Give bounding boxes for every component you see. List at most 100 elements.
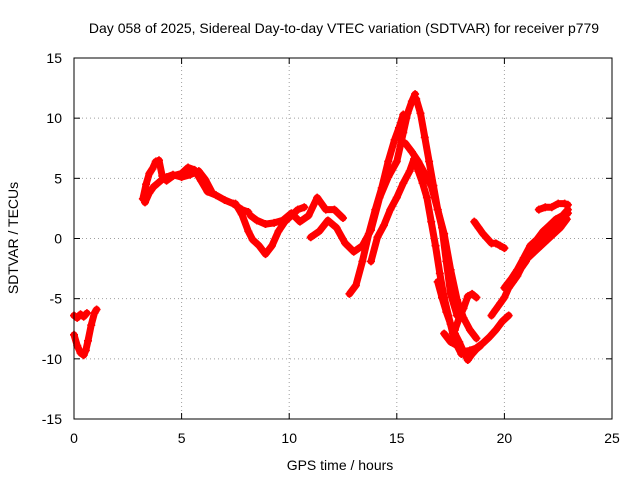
y-tick-label: 15 [46, 50, 62, 66]
data-point-sat-e-5 [261, 250, 270, 259]
data-point-sat-m-0 [440, 329, 449, 338]
data-point-sat-m-8 [491, 325, 500, 334]
data-point-sat-m-9 [498, 317, 507, 326]
data-point-sat-m-1 [446, 337, 455, 346]
data-point-sat-q-7 [556, 223, 565, 232]
data-point-sat-p-1 [506, 275, 515, 284]
data-point-sat-h-2 [358, 257, 367, 266]
data-point-sat-r-0 [534, 205, 543, 214]
data-point-sat-h-6 [384, 157, 393, 166]
data-point-sat-c-5 [155, 156, 164, 165]
data-point-sat-m-3 [459, 347, 468, 356]
data-point-sat-q-3 [530, 247, 539, 256]
data-point-sat-d-0 [141, 198, 150, 207]
data-point-sat-m-6 [478, 339, 487, 348]
x-tick-label: 25 [604, 430, 620, 446]
data-point-sat-f-0 [246, 211, 255, 220]
data-point-sat-g-0 [306, 233, 315, 242]
y-tick-label: 0 [54, 231, 62, 247]
series-trace-sat-k [412, 95, 461, 319]
data-point-sat-d-7 [177, 173, 186, 182]
data-point-sat-q-2 [524, 253, 533, 262]
data-point-sat-o-3 [500, 293, 509, 302]
data-point-sat-c-1 [142, 180, 151, 189]
data-point-sat-e-7 [274, 227, 283, 236]
data-point-sat-n-5 [491, 239, 500, 248]
data-point-sat-k-1 [416, 109, 425, 118]
data-point-sat-s-2 [459, 304, 468, 313]
data-point-sat-q-0 [511, 269, 520, 278]
data-point-sat-s-5 [472, 293, 481, 302]
data-point-sat-k-3 [425, 157, 434, 166]
data-point-sat-c-3 [148, 164, 157, 173]
data-point-sat-h-8 [394, 123, 403, 132]
tick-layer: 0 5 10 15 20 25 -15 -10 -5 0 5 10 15 [42, 50, 620, 446]
y-axis-label: SDTVAR / TECUs [5, 182, 21, 294]
data-point-sat-e-0 [231, 199, 240, 208]
data-point-sat-s-3 [463, 292, 472, 301]
data-point-sat-p-7 [545, 221, 554, 230]
data-point-sat-j-2 [414, 157, 423, 166]
data-point-sat-p-9 [558, 211, 567, 220]
data-point-sat-k-4 [429, 181, 438, 190]
data-point-sat-l-7 [463, 356, 472, 365]
data-point-sat-i-12 [431, 241, 440, 250]
data-point-sat-b-6 [87, 321, 96, 330]
data-point-sat-c-10 [184, 163, 193, 172]
data-point-sat-p-0 [500, 283, 509, 292]
data-point-sat-e-1 [237, 210, 246, 219]
data-point-sat-d-11 [207, 187, 216, 196]
data-point-sat-r-2 [547, 203, 556, 212]
data-point-sat-q-4 [536, 241, 545, 250]
data-point-sat-d-8 [186, 170, 195, 179]
data-point-sat-l-3 [446, 319, 455, 328]
data-point-sat-m-5 [472, 344, 481, 353]
chart-title: Day 058 of 2025, Sidereal Day-to-day VTE… [89, 20, 599, 36]
data-point-sat-h-9 [399, 110, 408, 119]
data-point-sat-m-7 [485, 333, 494, 342]
data-point-sat-s-1 [455, 313, 464, 322]
data-point-sat-q-6 [549, 229, 558, 238]
data-point-sat-f-4 [278, 216, 287, 225]
data-point-sat-f-5 [287, 209, 296, 218]
x-tick-label: 15 [389, 430, 405, 446]
data-point-sat-a-4 [82, 309, 91, 318]
data-point-sat-n-2 [478, 229, 487, 238]
data-point-sat-b-8 [92, 305, 101, 314]
data-point-sat-d-4 [158, 175, 167, 184]
data-point-sat-k-2 [420, 133, 429, 142]
data-point-sat-e-6 [267, 241, 276, 250]
data-point-sat-i-0 [366, 257, 375, 266]
x-tick-label: 20 [497, 430, 513, 446]
data-point-sat-h-5 [377, 183, 386, 192]
data-point-sat-d-3 [153, 179, 162, 188]
data-point-sat-i-9 [418, 179, 427, 188]
data-point-sat-n-6 [496, 241, 505, 250]
data-point-sat-f-11 [339, 214, 347, 223]
data-point-sat-e-10 [293, 205, 302, 214]
data-point-sat-f-6 [295, 217, 304, 226]
data-point-sat-n-0 [470, 217, 479, 226]
data-point-sat-b-3 [79, 351, 88, 360]
data-point-sat-k-0 [412, 94, 421, 103]
data-point-sat-b-4 [81, 346, 90, 355]
data-point-sat-g-2 [323, 216, 332, 225]
data-point-sat-i-1 [373, 233, 382, 242]
data-point-sat-n-7 [500, 244, 509, 253]
x-tick-label: 0 [70, 430, 78, 446]
data-point-sat-f-1 [252, 216, 261, 225]
x-tick-label: 5 [178, 430, 186, 446]
y-tick-label: -5 [50, 291, 63, 307]
data-point-sat-k-5 [433, 205, 442, 214]
data-point-sat-k-6 [437, 223, 446, 232]
data-point-sat-n-3 [483, 234, 492, 243]
data-point-sat-i-11 [427, 217, 436, 226]
data-point-sat-f-7 [304, 211, 313, 220]
data-point-sat-p-4 [526, 241, 535, 250]
data-point-sat-p-5 [532, 235, 541, 244]
data-point-sat-h-4 [371, 205, 380, 214]
data-point-sat-q-1 [517, 259, 526, 268]
data-point-sat-o-0 [487, 311, 496, 320]
data-point-sat-j-1 [407, 147, 416, 156]
data-point-sat-d-9 [194, 167, 203, 176]
